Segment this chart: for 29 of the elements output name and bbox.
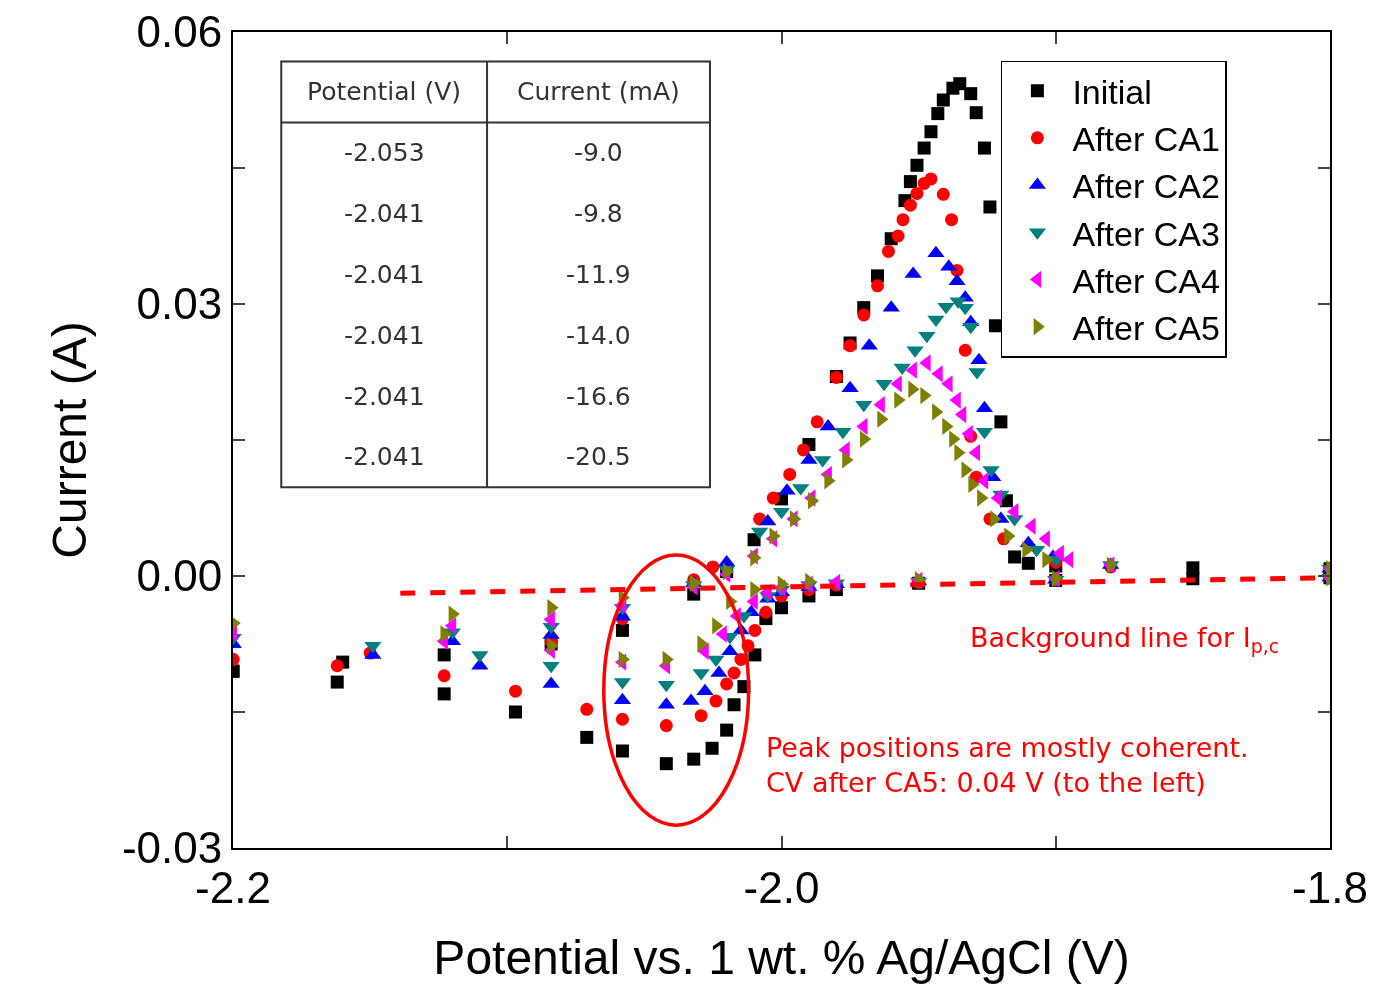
annotation: -2.041 bbox=[344, 199, 425, 228]
annotation: -9.8 bbox=[574, 199, 623, 228]
annotation: Background line for I$_{p,c}$ bbox=[970, 622, 1280, 657]
y-axis-title: Current (A) bbox=[43, 321, 97, 559]
annotation: -14.0 bbox=[566, 321, 631, 350]
legend-label: After CA4 bbox=[1072, 261, 1220, 300]
y-tick-label: 0.03 bbox=[136, 279, 223, 329]
legend-label: After CA1 bbox=[1072, 120, 1220, 159]
x-tick-label: -2.0 bbox=[743, 862, 820, 912]
annotation: -2.041 bbox=[344, 260, 425, 289]
x-tick-label: -1.8 bbox=[1292, 862, 1368, 912]
legend-label: Initial bbox=[1072, 72, 1152, 111]
annotation: -11.9 bbox=[566, 260, 631, 289]
legend-label: After CA3 bbox=[1072, 214, 1220, 253]
annotation: -20.5 bbox=[566, 442, 631, 471]
annotation: Current (mA) bbox=[517, 77, 680, 106]
annotation: -2.041 bbox=[344, 442, 425, 471]
legend-label: After CA5 bbox=[1072, 308, 1220, 347]
annotation: -2.041 bbox=[344, 382, 425, 411]
annotation: Potential (V) bbox=[307, 77, 462, 106]
annotation: -16.6 bbox=[566, 382, 631, 411]
annotation: -9.0 bbox=[574, 138, 623, 167]
y-tick-label: 0.00 bbox=[136, 551, 223, 601]
annotation: -2.053 bbox=[344, 138, 425, 167]
legend-label: After CA2 bbox=[1072, 167, 1220, 206]
annotation: -2.041 bbox=[344, 321, 425, 350]
annotation: Peak positions are mostly coherent. CV after CA5: 0.04 V (to the left) bbox=[766, 732, 1249, 799]
x-axis-title: Potential vs. 1 wt. % Ag/AgCl (V) bbox=[433, 931, 1130, 985]
y-tick-label: 0.06 bbox=[136, 7, 223, 57]
